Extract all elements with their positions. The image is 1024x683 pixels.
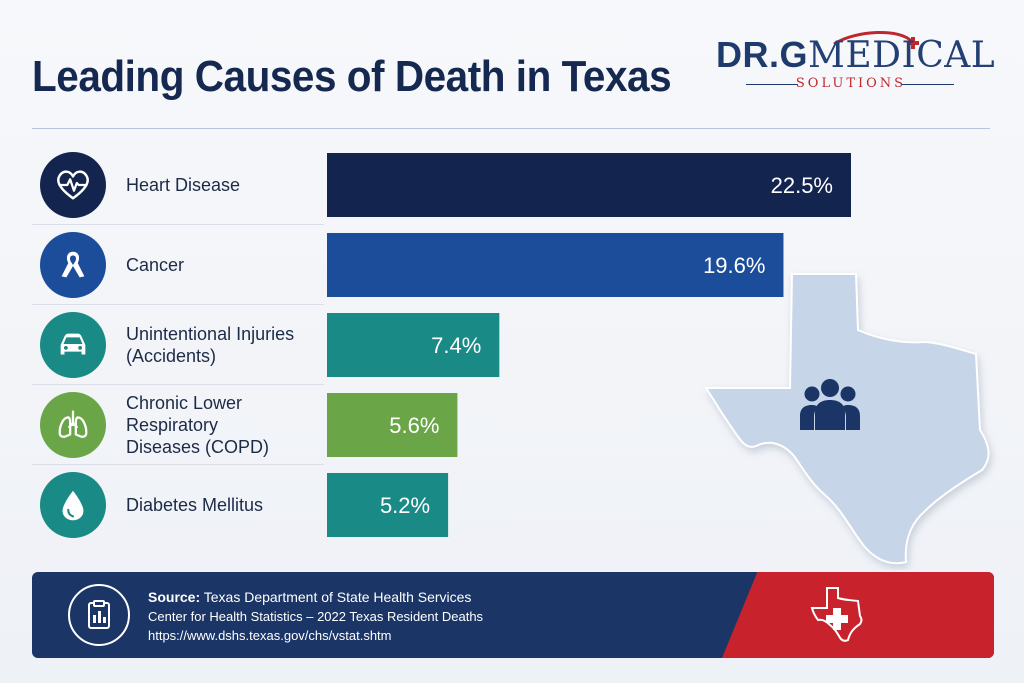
- source-org: Texas Department of State Health Service…: [203, 589, 472, 605]
- source-text: Source: Texas Department of State Health…: [148, 588, 483, 645]
- texas-map-icon: [704, 273, 990, 565]
- category-label: Unintentional Injuries (Accidents): [126, 323, 295, 366]
- bar-2: [327, 313, 500, 377]
- bar-4: [327, 473, 449, 537]
- brand-logo: DR.GMEDICAL SOLUTIONS: [716, 28, 995, 98]
- source-url: https://www.dshs.texas.gov/chs/vstat.sht…: [148, 628, 392, 643]
- logo-main-text: MEDICAL: [808, 35, 996, 76]
- category-label: Chronic Lower Respiratory Diseases (COPD…: [126, 392, 270, 457]
- texas-cross-icon: [810, 587, 863, 642]
- source-line-2: Center for Health Statistics – 2022 Texa…: [148, 609, 484, 624]
- source-label: Source:: [148, 589, 201, 605]
- logo-subtitle: SOLUTIONS: [795, 76, 907, 91]
- people-group-icon: [800, 379, 860, 430]
- category-label: Cancer: [126, 254, 185, 275]
- list-item: Chronic Lower Respiratory Diseases (COPD…: [32, 385, 324, 465]
- category-list: Heart Disease Cancer Unintentional Injur…: [32, 145, 324, 545]
- list-item: Cancer: [32, 225, 324, 305]
- logo-rule-right: [902, 84, 954, 85]
- bar-0: [327, 153, 851, 217]
- lungs-icon: [40, 391, 106, 458]
- logo-rule-left: [746, 84, 798, 85]
- page-title: Leading Causes of Death in Texas: [32, 52, 672, 101]
- bar-value-label-3: 5.6%: [389, 413, 439, 438]
- category-label: Heart Disease: [126, 174, 241, 195]
- list-item: Heart Disease: [32, 145, 324, 225]
- bar-value-label-0: 22.5%: [771, 173, 833, 198]
- bar-value-label-2: 7.4%: [431, 333, 481, 358]
- bar-value-label-4: 5.2%: [380, 493, 430, 518]
- list-item: Unintentional Injuries (Accidents): [32, 305, 324, 385]
- source-footer: Source: Texas Department of State Health…: [32, 572, 994, 658]
- logo-swoosh-icon: [833, 31, 919, 49]
- ribbon-icon: [40, 231, 106, 298]
- clipboard-chart-icon: [68, 584, 130, 646]
- logo-prefix: DR.G: [716, 34, 808, 75]
- drop-icon: [40, 472, 106, 538]
- category-label: Diabetes Mellitus: [126, 495, 264, 515]
- header-divider: [32, 128, 990, 129]
- footer-accent: [722, 572, 994, 658]
- car-icon: [40, 311, 106, 378]
- heart-pulse-icon: [40, 151, 106, 218]
- logo-wordmark: DR.GMEDICAL: [716, 34, 995, 76]
- bar-3: [327, 393, 458, 457]
- list-item: Diabetes Mellitus: [32, 465, 324, 545]
